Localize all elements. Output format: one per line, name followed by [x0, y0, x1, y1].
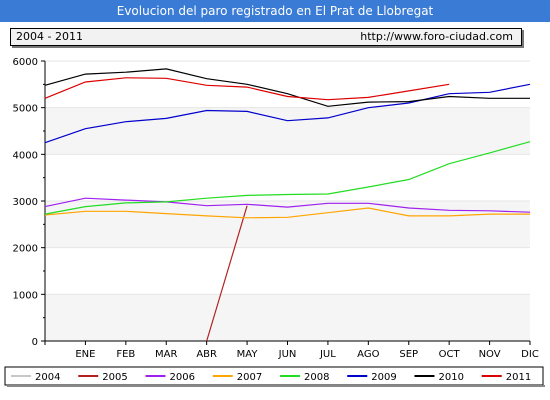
x-tick-label: MAR [155, 349, 177, 360]
x-tick-label: JUL [319, 349, 336, 360]
series-line-2008 [44, 141, 531, 215]
series-line-2005 [206, 205, 248, 342]
info-bar: 2004 - 2011 http://www.foro-ciudad.com [10, 28, 522, 46]
grid-band [45, 201, 530, 248]
y-tick-label: 6000 [13, 57, 38, 68]
y-tick-label: 1000 [13, 290, 38, 301]
grid-bands [45, 60, 530, 342]
x-tick-label: AGO [357, 349, 379, 360]
series-line-2006 [44, 197, 531, 213]
y-axis-ticks: 0 1000 2000 3000 4000 5000 6000 [13, 57, 45, 348]
y-tick-label: 2000 [13, 244, 38, 255]
legend-shadow [7, 385, 545, 387]
legend-label-2004: 2004 [35, 372, 60, 383]
period-label: 2004 - 2011 [16, 30, 83, 43]
x-tick-label: SEP [399, 349, 418, 360]
grid-band [45, 294, 530, 341]
source-url: http://www.foro-ciudad.com [360, 30, 513, 43]
chart-title: Evolucion del paro registrado en El Prat… [0, 0, 550, 22]
legend-label-2010: 2010 [439, 372, 464, 383]
x-tick-label: MAY [237, 349, 259, 360]
x-tick-label: NOV [479, 349, 501, 360]
x-tick-label: FEB [116, 349, 135, 360]
legend-label-2008: 2008 [304, 372, 329, 383]
legend-label-2006: 2006 [170, 372, 195, 383]
x-tick-label: DIC [521, 349, 539, 360]
series-line-2009 [44, 83, 531, 144]
legend: 2004 2005 2006 2007 2008 2009 2010 2011 [4, 366, 545, 387]
legend-label-2009: 2009 [371, 372, 396, 383]
x-tick-label: ABR [196, 349, 217, 360]
x-tick-label: JUN [278, 349, 297, 360]
x-tick-label: OCT [439, 349, 461, 360]
series-line-2011 [44, 77, 450, 101]
series-lines [44, 68, 531, 342]
x-axis-ticks: ENE FEB MAR ABR MAY JUN JUL AGO SEP OCT NOV DIC [44, 341, 539, 360]
series-line-2010 [44, 68, 530, 107]
y-tick-label: 5000 [13, 104, 38, 115]
grid-band [45, 107, 530, 155]
y-tick-label: 3000 [13, 197, 38, 208]
y-tick-label: 0 [32, 337, 38, 348]
legend-label-2007: 2007 [237, 372, 262, 383]
series-line-2007 [44, 207, 530, 219]
y-tick-label: 4000 [13, 150, 38, 161]
legend-label-2011: 2011 [506, 372, 531, 383]
legend-label-2005: 2005 [102, 372, 127, 383]
x-tick-label: ENE [75, 349, 95, 360]
